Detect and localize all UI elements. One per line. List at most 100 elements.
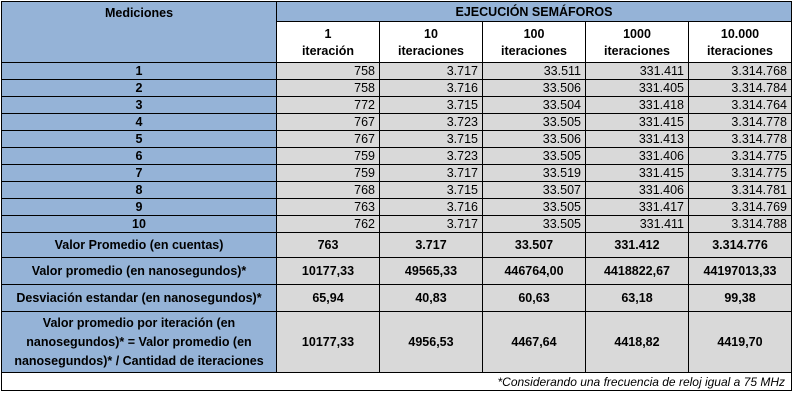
table-cell: 331.406: [585, 181, 689, 199]
row-label: 1: [1, 62, 277, 80]
table-cell: 3.314.781: [688, 181, 792, 199]
table-cell: 772: [276, 96, 380, 114]
table-cell: 33.504: [482, 96, 586, 114]
table-cell: 331.411: [585, 62, 689, 80]
table-cell: 331.417: [585, 198, 689, 216]
summary-cell: 4467,64: [482, 311, 586, 373]
table-cell: 3.314.775: [688, 164, 792, 182]
table-row: 10 762 3.717 33.505 331.411 3.314.788: [1, 215, 792, 233]
table-cell: 33.506: [482, 130, 586, 148]
table-cell: 762: [276, 215, 380, 233]
summary-cell: 3.314.776: [688, 232, 792, 258]
col-header-10000: 10.000 iteraciones: [688, 21, 792, 63]
table-cell: 3.314.778: [688, 113, 792, 131]
promedio-ns-label: Valor promedio (en nanosegundos)*: [1, 257, 277, 285]
table-cell: 33.506: [482, 79, 586, 97]
summary-cell: 331.412: [585, 232, 689, 258]
table-cell: 33.505: [482, 147, 586, 165]
summary-cell: 4418822,67: [585, 257, 689, 285]
mediciones-header: Mediciones: [1, 1, 277, 63]
summary-cell: 60,63: [482, 284, 586, 312]
semaphore-execution-table: Mediciones EJECUCIÓN SEMÁFOROS 1 iteració…: [1, 1, 792, 391]
table-cell: 3.314.784: [688, 79, 792, 97]
summary-cell: 4418,82: [585, 311, 689, 373]
col-header-10: 10 iteraciones: [379, 21, 483, 63]
summary-cell: 40,83: [379, 284, 483, 312]
table-cell: 3.314.775: [688, 147, 792, 165]
summary-cell: 446764,00: [482, 257, 586, 285]
summary-cell: 4419,70: [688, 311, 792, 373]
table-row: 4 767 3.723 33.505 331.415 3.314.778: [1, 113, 792, 131]
table-cell: 759: [276, 164, 380, 182]
table-cell: 3.723: [379, 113, 483, 131]
summary-cell: 4956,53: [379, 311, 483, 373]
table-cell: 33.505: [482, 215, 586, 233]
table-cell: 767: [276, 130, 380, 148]
footnote: *Considerando una frecuencia de reloj ig…: [1, 372, 792, 391]
table-cell: 768: [276, 181, 380, 199]
table-row: 3 772 3.715 33.504 331.418 3.314.764: [1, 96, 792, 114]
table-cell: 763: [276, 198, 380, 216]
row-label: 2: [1, 79, 277, 97]
summary-cell: 49565,33: [379, 257, 483, 285]
table-cell: 33.511: [482, 62, 586, 80]
row-label: 10: [1, 215, 277, 233]
ejecucion-header: EJECUCIÓN SEMÁFOROS: [276, 1, 792, 22]
row-label: 6: [1, 147, 277, 165]
table-cell: 3.314.764: [688, 96, 792, 114]
table-cell: 3.717: [379, 62, 483, 80]
table-row: 7 759 3.717 33.519 331.415 3.314.775: [1, 164, 792, 182]
summary-cell: 63,18: [585, 284, 689, 312]
row-label: 5: [1, 130, 277, 148]
summary-cell: 10177,33: [276, 311, 380, 373]
table-row: 9 763 3.716 33.505 331.417 3.314.769: [1, 198, 792, 216]
table-cell: 758: [276, 62, 380, 80]
table-row: 6 759 3.723 33.505 331.406 3.314.775: [1, 147, 792, 165]
table-cell: 3.314.769: [688, 198, 792, 216]
table-cell: 33.519: [482, 164, 586, 182]
desviacion-label: Desviación estandar (en nanosegundos)*: [1, 284, 277, 312]
table-cell: 331.418: [585, 96, 689, 114]
table-cell: 331.411: [585, 215, 689, 233]
table-cell: 767: [276, 113, 380, 131]
table-cell: 3.314.768: [688, 62, 792, 80]
table-row: 8 768 3.715 33.507 331.406 3.314.781: [1, 181, 792, 199]
table-cell: 331.415: [585, 113, 689, 131]
row-label: 7: [1, 164, 277, 182]
table-cell: 3.717: [379, 215, 483, 233]
col-header-1000: 1000 iteraciones: [585, 21, 689, 63]
table-cell: 3.314.788: [688, 215, 792, 233]
row-label: 8: [1, 181, 277, 199]
col-header-100: 100 iteraciones: [482, 21, 586, 63]
table-cell: 331.413: [585, 130, 689, 148]
summary-cell: 3.717: [379, 232, 483, 258]
table-cell: 758: [276, 79, 380, 97]
table-cell: 3.715: [379, 130, 483, 148]
table-row: 1 758 3.717 33.511 331.411 3.314.768: [1, 62, 792, 80]
row-label: 4: [1, 113, 277, 131]
table-cell: 3.723: [379, 147, 483, 165]
summary-cell: 763: [276, 232, 380, 258]
table-row: 5 767 3.715 33.506 331.413 3.314.778: [1, 130, 792, 148]
row-label: 3: [1, 96, 277, 114]
table-cell: 331.415: [585, 164, 689, 182]
table-cell: 3.716: [379, 198, 483, 216]
summary-cell: 10177,33: [276, 257, 380, 285]
summary-cell: 65,94: [276, 284, 380, 312]
table-cell: 3.715: [379, 181, 483, 199]
col-header-1: 1 iteración: [276, 21, 380, 63]
table-cell: 3.314.778: [688, 130, 792, 148]
table-cell: 33.505: [482, 113, 586, 131]
table-row: 2 758 3.716 33.506 331.405 3.314.784: [1, 79, 792, 97]
row-label: 9: [1, 198, 277, 216]
table-cell: 331.405: [585, 79, 689, 97]
table-cell: 331.406: [585, 147, 689, 165]
por-iteracion-label: Valor promedio por iteración (en nanoseg…: [1, 311, 277, 373]
summary-cell: 33.507: [482, 232, 586, 258]
summary-cell: 44197013,33: [688, 257, 792, 285]
promedio-cuentas-label: Valor Promedio (en cuentas): [1, 232, 277, 258]
summary-cell: 99,38: [688, 284, 792, 312]
table-cell: 3.715: [379, 96, 483, 114]
table-cell: 3.717: [379, 164, 483, 182]
table-cell: 3.716: [379, 79, 483, 97]
